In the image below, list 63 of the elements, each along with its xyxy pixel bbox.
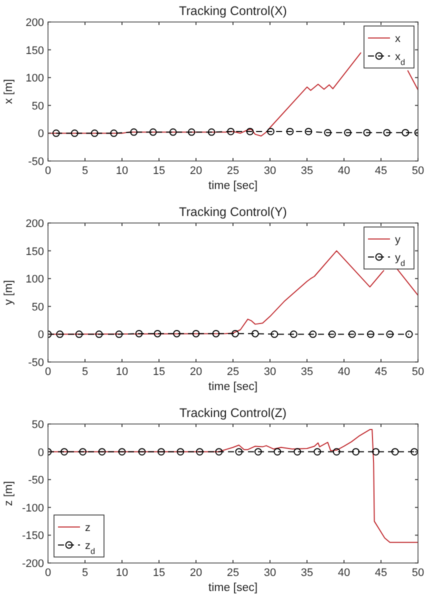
x-tick-label: 20 [190, 165, 202, 177]
x-tick-label: 10 [116, 165, 128, 177]
x-tick-label: 45 [374, 366, 388, 378]
x-tick-label: 40 [338, 165, 350, 177]
legend-label: x$_{d}$ [395, 51, 406, 66]
x-axis-title: time [sec] [208, 582, 258, 594]
y-tick-label: -200 [22, 558, 44, 570]
x-tick-label: 50 [412, 567, 424, 579]
y-tick-label: 50 [32, 100, 44, 112]
y-axis-title: z [m] [3, 481, 15, 506]
y-tick-label: 150 [26, 246, 44, 258]
x-tick-label: 40 [338, 567, 350, 579]
x-tick-label: 35 [300, 366, 314, 378]
y-tick-label: 0 [38, 128, 44, 140]
x-axis-title: time [sec] [208, 381, 258, 393]
legend-label: z$_{d}$ [85, 540, 96, 556]
y-tick-label: 100 [26, 72, 44, 85]
x-tick-label: 20 [190, 567, 202, 579]
y-tick-label: 50 [32, 301, 44, 314]
x-tick-label: 10 [116, 567, 128, 579]
y-tick-label: 50 [32, 419, 44, 431]
legend-label: x [395, 33, 401, 45]
x-tick-label: 5 [82, 165, 88, 177]
x-tick-label: 30 [264, 567, 276, 579]
y-axis-title: y [m] [3, 280, 15, 305]
y-tick-label: 0 [38, 446, 44, 459]
y-tick-label: -50 [28, 474, 44, 487]
x-tick-label: 30 [264, 165, 276, 177]
x-tick-label: 15 [152, 366, 166, 378]
x-tick-label: 35 [300, 165, 314, 177]
x-tick-label: 15 [152, 567, 166, 579]
y-tick-label: -50 [28, 357, 44, 369]
x-tick-label: 50 [412, 366, 424, 378]
y-tick-label: 150 [26, 44, 44, 57]
y-tick-label: 100 [26, 274, 44, 286]
x-tick-label: 45 [374, 165, 388, 177]
y-tick-label: 0 [38, 329, 44, 342]
x-tick-label: 30 [264, 366, 276, 378]
x-tick-label: 25 [226, 567, 240, 579]
x-tick-label: 45 [374, 567, 388, 579]
legend-label: z [85, 522, 90, 534]
x-axis-title: time [sec] [208, 180, 258, 192]
x-tick-label: 25 [226, 165, 240, 177]
y-tick-label: -100 [22, 502, 44, 514]
legend-label: y [395, 234, 401, 246]
y-tick-label: 200 [26, 17, 44, 29]
y-axis-title: x [m] [3, 79, 15, 104]
chart-title: Tracking Control(Z) [179, 406, 287, 420]
legend-label: y$_{d}$ [395, 252, 406, 268]
x-tick-label: 35 [300, 567, 314, 579]
x-tick-label: 5 [82, 366, 88, 378]
x-tick-label: 15 [152, 165, 166, 177]
y-tick-label: -150 [22, 530, 44, 542]
x-tick-label: 40 [338, 366, 350, 378]
x-tick-label: 25 [226, 366, 240, 378]
x-tick-label: 5 [82, 567, 88, 579]
x-tick-label: 10 [116, 366, 128, 378]
x-tick-label: 20 [190, 366, 202, 378]
chart-title: Tracking Control(X) [179, 4, 287, 18]
y-tick-label: -50 [28, 156, 44, 168]
y-tick-label: 200 [26, 218, 44, 230]
x-tick-label: 50 [412, 165, 424, 177]
chart-title: Tracking Control(Y) [179, 205, 287, 219]
